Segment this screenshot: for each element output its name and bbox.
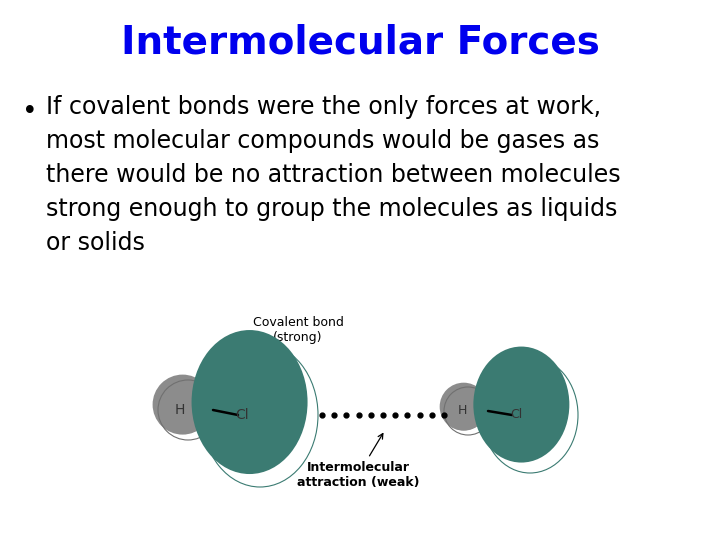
Ellipse shape bbox=[212, 356, 297, 461]
Circle shape bbox=[447, 390, 484, 427]
Circle shape bbox=[440, 383, 487, 431]
Text: strong enough to group the molecules as liquids: strong enough to group the molecules as … bbox=[46, 197, 617, 221]
Text: Cl: Cl bbox=[235, 408, 249, 422]
Circle shape bbox=[171, 393, 203, 426]
Circle shape bbox=[451, 394, 482, 425]
Ellipse shape bbox=[197, 336, 305, 471]
Circle shape bbox=[162, 384, 207, 430]
Text: or solids: or solids bbox=[46, 231, 145, 255]
Circle shape bbox=[153, 375, 212, 435]
Ellipse shape bbox=[495, 373, 559, 449]
Circle shape bbox=[174, 396, 202, 423]
Ellipse shape bbox=[500, 380, 556, 446]
Circle shape bbox=[446, 388, 485, 428]
Ellipse shape bbox=[222, 368, 292, 455]
Text: Cl: Cl bbox=[510, 408, 522, 422]
Ellipse shape bbox=[477, 351, 567, 460]
Circle shape bbox=[444, 388, 485, 428]
Ellipse shape bbox=[481, 356, 565, 458]
Circle shape bbox=[161, 383, 208, 430]
Ellipse shape bbox=[473, 347, 570, 463]
Circle shape bbox=[160, 382, 209, 431]
Ellipse shape bbox=[199, 339, 304, 470]
Text: H: H bbox=[175, 403, 185, 417]
Ellipse shape bbox=[201, 342, 303, 468]
Ellipse shape bbox=[485, 361, 564, 455]
Text: Intermolecular Forces: Intermolecular Forces bbox=[120, 23, 600, 61]
Circle shape bbox=[454, 397, 480, 423]
Circle shape bbox=[446, 389, 485, 427]
Circle shape bbox=[457, 400, 479, 422]
Ellipse shape bbox=[227, 374, 289, 452]
Text: there would be no attraction between molecules: there would be no attraction between mol… bbox=[46, 163, 621, 187]
Ellipse shape bbox=[506, 387, 552, 442]
Circle shape bbox=[170, 392, 204, 426]
Circle shape bbox=[441, 384, 487, 430]
Circle shape bbox=[455, 399, 480, 423]
Ellipse shape bbox=[217, 362, 294, 458]
Circle shape bbox=[158, 381, 210, 431]
Ellipse shape bbox=[483, 359, 564, 457]
Circle shape bbox=[154, 376, 212, 434]
Circle shape bbox=[454, 396, 481, 424]
Ellipse shape bbox=[508, 389, 552, 441]
Circle shape bbox=[449, 393, 482, 426]
Circle shape bbox=[451, 393, 482, 426]
Circle shape bbox=[443, 386, 486, 429]
Ellipse shape bbox=[234, 383, 286, 448]
Ellipse shape bbox=[215, 359, 296, 459]
Ellipse shape bbox=[480, 354, 567, 459]
Circle shape bbox=[158, 380, 210, 432]
Ellipse shape bbox=[232, 380, 287, 449]
Circle shape bbox=[167, 389, 205, 427]
Circle shape bbox=[452, 395, 481, 424]
Circle shape bbox=[456, 399, 480, 422]
Ellipse shape bbox=[492, 370, 559, 451]
Ellipse shape bbox=[192, 330, 307, 474]
Ellipse shape bbox=[206, 348, 300, 465]
Text: •: • bbox=[22, 99, 37, 125]
Ellipse shape bbox=[491, 368, 560, 452]
Text: H: H bbox=[457, 404, 467, 417]
Ellipse shape bbox=[210, 353, 298, 462]
Ellipse shape bbox=[194, 333, 307, 472]
Circle shape bbox=[166, 388, 206, 428]
Ellipse shape bbox=[475, 349, 568, 461]
Circle shape bbox=[155, 377, 212, 434]
Circle shape bbox=[165, 387, 207, 428]
Ellipse shape bbox=[208, 350, 300, 464]
Text: Covalent bond
(strong): Covalent bond (strong) bbox=[233, 316, 343, 393]
Circle shape bbox=[172, 394, 203, 425]
Circle shape bbox=[441, 383, 487, 430]
Text: Intermolecular
attraction (weak): Intermolecular attraction (weak) bbox=[297, 434, 419, 489]
Ellipse shape bbox=[503, 382, 554, 444]
Ellipse shape bbox=[220, 365, 293, 456]
Text: If covalent bonds were the only forces at work,: If covalent bonds were the only forces a… bbox=[46, 95, 601, 119]
Ellipse shape bbox=[229, 377, 289, 450]
Circle shape bbox=[444, 387, 486, 429]
Ellipse shape bbox=[203, 345, 302, 467]
Ellipse shape bbox=[497, 375, 557, 448]
Ellipse shape bbox=[487, 363, 562, 454]
Ellipse shape bbox=[225, 371, 291, 453]
Text: most molecular compounds would be gases as: most molecular compounds would be gases … bbox=[46, 129, 599, 153]
Ellipse shape bbox=[505, 384, 554, 443]
Ellipse shape bbox=[489, 366, 562, 453]
Circle shape bbox=[156, 378, 211, 433]
Ellipse shape bbox=[499, 377, 557, 447]
Circle shape bbox=[163, 386, 207, 429]
Circle shape bbox=[168, 390, 204, 427]
Circle shape bbox=[449, 392, 483, 426]
Circle shape bbox=[174, 395, 202, 424]
